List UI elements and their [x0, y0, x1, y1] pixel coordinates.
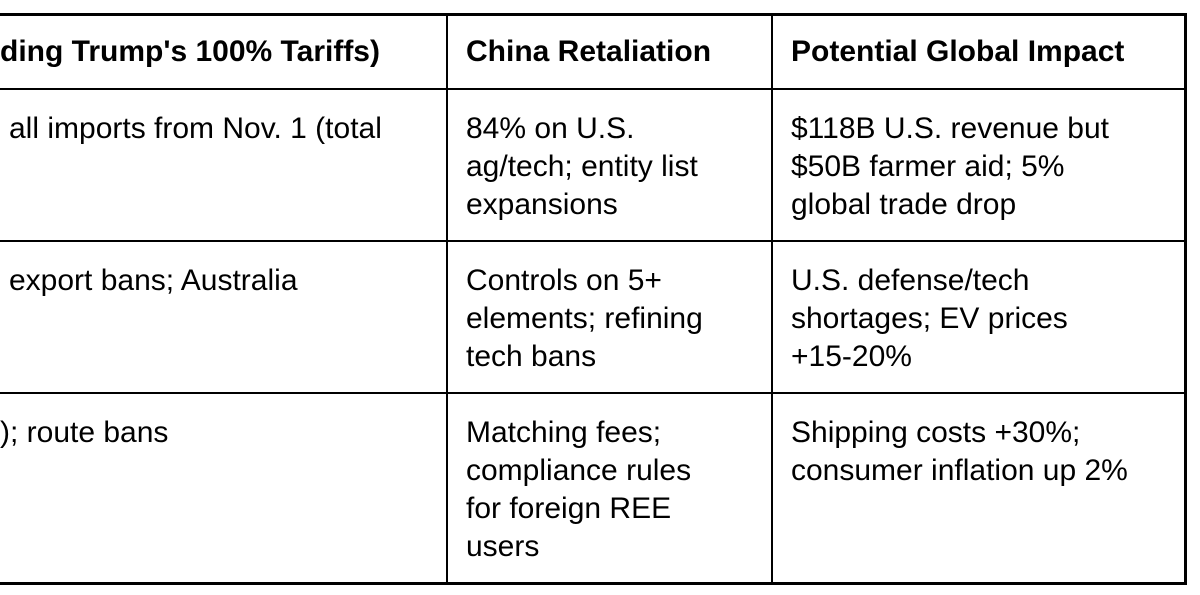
table-column-divider — [446, 13, 448, 585]
table-border-right — [1184, 13, 1187, 585]
table-cell: Shipping costs +30%; consumer inflation … — [791, 414, 1183, 490]
table-cell: U.S. defense/tech shortages; EV prices +… — [791, 262, 1181, 376]
table-cell: Controls on 5+ elements; refining tech b… — [466, 262, 766, 376]
cell-text: Shipping costs +30%; — [791, 416, 1081, 449]
cell-text: consumer inflation up 2% — [791, 454, 1128, 487]
table-cell: 84% on U.S. ag/tech; entity list expansi… — [466, 110, 766, 224]
cell-text: shortages; EV prices — [791, 302, 1068, 335]
header-label: Potential Global Impact — [791, 35, 1125, 68]
cell-text: $50B farmer aid; 5% — [791, 150, 1065, 183]
table-cell: all imports from Nov. 1 (total — [9, 110, 445, 148]
cell-text: export bans; Australia — [9, 264, 298, 297]
cell-text: Matching fees; — [466, 416, 662, 449]
table-row-divider — [0, 240, 1186, 242]
table-cell: ); route bans — [0, 414, 445, 452]
table-cell: Matching fees; compliance rules for fore… — [466, 414, 766, 566]
table-column-divider — [771, 13, 773, 585]
cell-text: $118B U.S. revenue but — [791, 112, 1109, 145]
table-border-top — [0, 13, 1186, 16]
header-cell-china-retaliation: China Retaliation — [466, 33, 766, 71]
cell-text: 84% on U.S. — [466, 112, 635, 145]
cell-text: expansions — [466, 188, 618, 221]
header-label: China Retaliation — [466, 35, 712, 68]
cell-text: U.S. defense/tech — [791, 264, 1030, 297]
table-cell: export bans; Australia — [9, 262, 445, 300]
header-cell-global-impact: Potential Global Impact — [791, 33, 1181, 71]
header-cell-tariffs: ding Trump's 100% Tariffs) — [0, 33, 446, 71]
cell-text: tech bans — [466, 340, 597, 373]
cell-text: for foreign REE — [466, 492, 672, 525]
cell-text: all imports from Nov. 1 (total — [9, 112, 382, 145]
cell-text: +15-20% — [791, 340, 912, 373]
cell-text: elements; refining — [466, 302, 703, 335]
cell-text: global trade drop — [791, 188, 1017, 221]
table-cell: $118B U.S. revenue but $50B farmer aid; … — [791, 110, 1181, 224]
cell-text: Controls on 5+ — [466, 264, 662, 297]
table-border-bottom — [0, 582, 1186, 585]
cell-text: ); route bans — [0, 416, 169, 449]
cell-text: users — [466, 530, 540, 563]
cell-text: compliance rules — [466, 454, 692, 487]
cell-text: ag/tech; entity list — [466, 150, 698, 183]
header-label: ding Trump's 100% Tariffs) — [0, 35, 380, 68]
table-row-divider — [0, 88, 1186, 90]
table-row-divider — [0, 392, 1186, 394]
